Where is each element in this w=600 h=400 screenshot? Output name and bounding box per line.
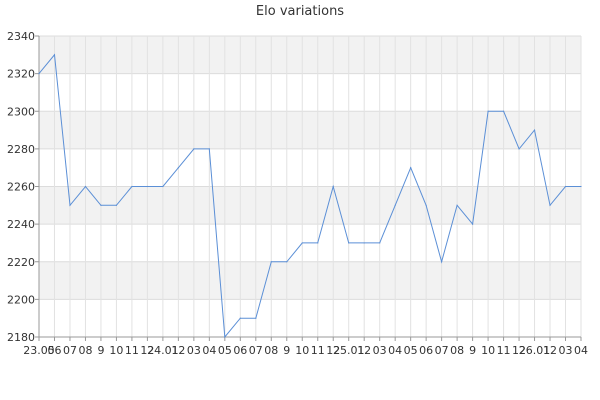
y-tick-label: 2320 [7,68,35,81]
data-point [487,110,489,112]
x-tick-label: 08 [78,344,92,357]
x-tick-label: 04 [574,344,588,357]
x-tick-label: 24.01 [147,344,179,357]
data-point [270,261,272,263]
data-point [146,185,148,188]
x-tick-label: 12 [543,344,557,357]
y-tick-label: 2300 [7,105,35,118]
background-band [39,186,581,225]
x-tick-label: 11 [497,344,511,357]
y-tick-label: 2180 [7,331,35,344]
data-point [162,185,164,188]
y-tick-label: 2280 [7,143,35,156]
y-tick-label: 2340 [7,30,35,43]
data-point [100,204,102,206]
data-point [549,204,551,206]
background-band [39,36,581,74]
x-tick-label: 07 [435,344,449,357]
data-point [348,242,350,244]
x-tick-label: 12 [512,344,526,357]
x-tick-label: 03 [559,344,573,357]
x-tick-label: 25.01 [333,344,365,357]
background-band [39,111,581,149]
data-point [472,223,474,225]
data-point [518,148,520,150]
x-tick-label: 06 [47,344,61,357]
data-point [53,54,56,56]
series-line [38,53,581,339]
x-tick-label: 05 [404,344,418,357]
data-point [224,336,226,338]
data-point [208,148,210,150]
x-tick-label: 03 [373,344,387,357]
x-tick-label: 10 [109,344,123,357]
data-point [177,167,179,169]
x-tick-label: 10 [295,344,309,357]
x-tick-label: 9 [97,344,104,357]
x-tick-label: 12 [326,344,340,357]
data-point [394,204,396,206]
data-point [131,185,133,188]
data-point [239,317,241,319]
data-point [84,185,87,188]
y-tick-label: 2220 [7,256,35,269]
chart-title: Elo variations [255,4,345,19]
data-point [38,73,40,75]
y-tick-label: 2260 [7,181,35,194]
data-point [502,110,505,112]
x-tick-label: 06 [419,344,433,357]
data-point [317,242,319,244]
data-point [441,261,443,263]
x-tick-label: 10 [481,344,495,357]
data-point [410,167,412,169]
x-tick-label: 26.01 [519,344,551,357]
x-tick-label: 03 [187,344,201,357]
x-tick-label: 9 [283,344,290,357]
x-tick-label: 04 [388,344,402,357]
x-tick-label: 11 [311,344,325,357]
data-point [115,204,118,206]
x-tick-label: 07 [63,344,77,357]
x-tick-label: 05 [218,344,232,357]
data-point [193,148,195,150]
x-tick-label: 9 [469,344,476,357]
data-point [533,129,536,131]
x-tick-label: 06 [233,344,247,357]
data-point [456,204,458,206]
data-point [564,185,567,188]
data-point [255,317,257,319]
data-point [379,242,381,244]
data-point [425,204,427,206]
x-tick-label: 11 [125,344,139,357]
data-point [301,242,303,244]
x-tick-label: 12 [171,344,185,357]
background-band [39,261,581,300]
y-tick-label: 2240 [7,218,35,231]
x-tick-label: 12 [140,344,154,357]
x-tick-label: 08 [264,344,278,357]
x-tick-label: 04 [202,344,216,357]
y-tick-label: 2200 [7,293,35,306]
data-point [286,261,288,263]
x-tick-label: 07 [249,344,263,357]
data-point [332,185,334,188]
x-tick-label: 12 [357,344,371,357]
data-point [363,242,365,244]
data-point [69,204,71,206]
x-tick-label: 23.05 [23,344,55,357]
data-point [580,185,582,188]
x-tick-label: 08 [450,344,464,357]
